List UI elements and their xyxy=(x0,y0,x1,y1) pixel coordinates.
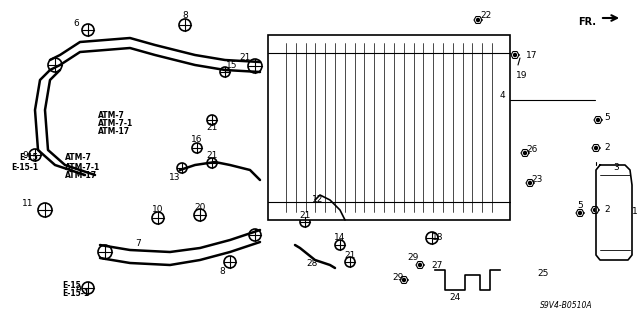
Text: 3: 3 xyxy=(613,164,619,173)
Text: 9: 9 xyxy=(75,286,81,294)
Text: 10: 10 xyxy=(152,205,164,214)
Text: E-15-1: E-15-1 xyxy=(11,162,38,172)
Text: ATM-7-1: ATM-7-1 xyxy=(65,162,100,172)
Circle shape xyxy=(477,19,479,21)
Text: 17: 17 xyxy=(526,50,538,60)
Text: 8: 8 xyxy=(182,11,188,19)
Circle shape xyxy=(579,211,582,214)
Text: E-15: E-15 xyxy=(19,153,38,162)
Text: 19: 19 xyxy=(516,70,528,79)
Text: 2: 2 xyxy=(604,205,610,214)
Circle shape xyxy=(524,152,527,154)
Bar xyxy=(268,35,510,220)
Text: ATM-7-1: ATM-7-1 xyxy=(98,118,133,128)
Text: 18: 18 xyxy=(432,234,444,242)
Text: 15: 15 xyxy=(227,61,237,70)
Text: ATM-17: ATM-17 xyxy=(98,127,130,136)
Text: E-15: E-15 xyxy=(62,280,81,290)
Text: 21: 21 xyxy=(300,211,310,219)
Text: FR.: FR. xyxy=(578,17,596,27)
Circle shape xyxy=(419,263,422,266)
Circle shape xyxy=(513,54,516,56)
Text: 5: 5 xyxy=(604,114,610,122)
Text: 29: 29 xyxy=(407,254,419,263)
Text: 23: 23 xyxy=(531,175,543,184)
Circle shape xyxy=(596,118,600,122)
Text: 7: 7 xyxy=(135,239,141,248)
Text: 28: 28 xyxy=(307,258,317,268)
Text: 14: 14 xyxy=(334,233,346,241)
Text: 16: 16 xyxy=(191,136,203,145)
Circle shape xyxy=(593,209,596,211)
Text: 8: 8 xyxy=(219,268,225,277)
Text: E-15-1: E-15-1 xyxy=(62,288,89,298)
Text: ATM-7: ATM-7 xyxy=(65,153,92,162)
Circle shape xyxy=(403,278,406,281)
Text: ATM-7: ATM-7 xyxy=(98,110,125,120)
Text: 29: 29 xyxy=(392,272,404,281)
Polygon shape xyxy=(596,165,632,260)
Text: 24: 24 xyxy=(449,293,461,301)
Text: 20: 20 xyxy=(195,203,205,211)
Text: 5: 5 xyxy=(577,201,583,210)
Text: 27: 27 xyxy=(431,261,443,270)
Text: 2: 2 xyxy=(604,144,610,152)
Text: ATM-17: ATM-17 xyxy=(65,172,97,181)
Text: 1: 1 xyxy=(632,207,638,217)
Text: 26: 26 xyxy=(526,145,538,154)
Text: 4: 4 xyxy=(499,91,505,100)
Text: 21: 21 xyxy=(239,54,251,63)
Text: 21: 21 xyxy=(344,250,356,259)
Text: 9: 9 xyxy=(22,151,28,160)
Circle shape xyxy=(529,182,531,184)
Text: 25: 25 xyxy=(538,269,548,278)
Circle shape xyxy=(595,146,598,150)
Text: S9V4-B0510A: S9V4-B0510A xyxy=(540,300,593,309)
Text: 12: 12 xyxy=(312,196,324,204)
Text: 22: 22 xyxy=(481,11,492,19)
Text: 6: 6 xyxy=(73,19,79,27)
Text: 21: 21 xyxy=(206,151,218,160)
Text: 21: 21 xyxy=(206,123,218,132)
Text: 13: 13 xyxy=(169,174,180,182)
Text: 11: 11 xyxy=(22,198,34,207)
